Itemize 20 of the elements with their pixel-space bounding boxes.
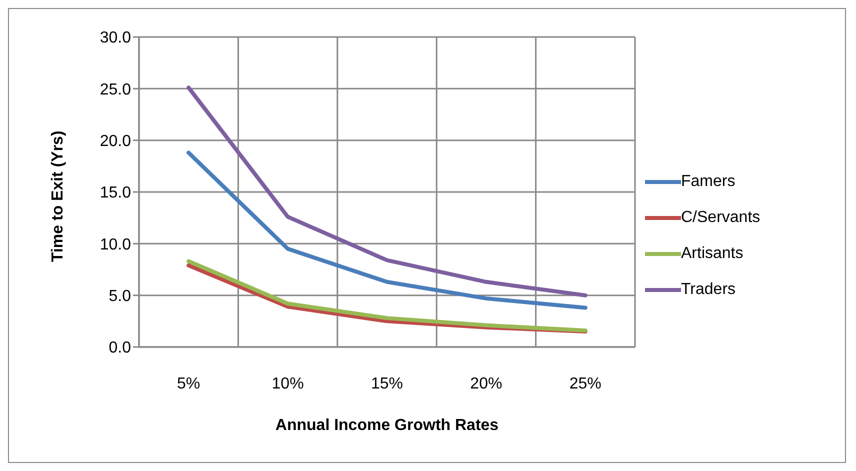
x-tick-label: 20% (470, 375, 502, 392)
x-axis-title: Annual Income Growth Rates (275, 417, 499, 434)
y-tick-label: 20.0 (100, 133, 132, 150)
y-tick-label: 0.0 (108, 340, 132, 357)
y-tick-label: 25.0 (100, 81, 132, 98)
y-tick-label: 15.0 (100, 184, 132, 202)
x-tick-label: 5% (177, 375, 200, 392)
y-axis-title: Time to Exit (Yrs) (50, 130, 67, 262)
line-series (186, 86, 588, 298)
y-tick-label: 10.0 (100, 236, 132, 254)
x-tick-label: 15% (370, 375, 404, 392)
y-tick-label: 5.0 (108, 288, 132, 306)
legend-label: Famers (681, 172, 736, 190)
legend-label: C/Servants (681, 208, 760, 226)
x-tick-label: 10% (272, 375, 304, 392)
line-series (186, 150, 588, 310)
legend-label: Traders (681, 280, 736, 298)
y-tick-label: 30.0 (100, 30, 132, 47)
legend-label: Artisants (681, 244, 744, 262)
x-tick-label: 25% (569, 375, 602, 392)
